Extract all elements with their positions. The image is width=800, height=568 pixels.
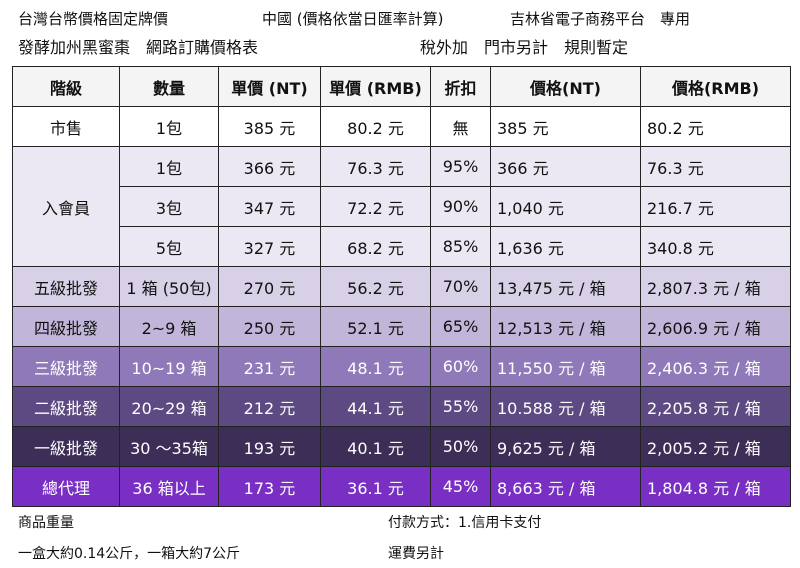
unit-nt-cell: 366 元 [219,147,321,187]
tier-cell: 三級批發 [13,347,120,387]
shipping-note: 運費另計 [388,543,444,563]
total-nt-cell: 12,513 元 / 箱 [491,307,641,347]
header-china-note: 中國 (價格依當日匯率計算) [262,8,443,29]
unit-nt-cell: 231 元 [219,347,321,387]
qty-cell: 1包 [120,147,219,187]
discount-cell: 65% [431,307,491,347]
tier-cell: 一級批發 [13,427,120,467]
col-header-unit-nt: 單價 (NT) [219,67,321,107]
unit-rmb-cell: 36.1 元 [321,467,431,507]
total-rmb-cell: 2,005.2 元 / 箱 [641,427,791,467]
price-table: 階級 數量 單價 (NT) 單價 (RMB) 折扣 價格(NT) 價格(RMB)… [12,66,791,507]
total-rmb-cell: 216.7 元 [641,187,791,227]
header-price-note: 台灣台幣價格固定牌價 [18,8,168,29]
unit-nt-cell: 212 元 [219,387,321,427]
discount-cell: 90% [431,187,491,227]
total-nt-cell: 10.588 元 / 箱 [491,387,641,427]
qty-cell: 3包 [120,187,219,227]
unit-nt-cell: 327 元 [219,227,321,267]
tier-cell: 四級批發 [13,307,120,347]
table-row: 3包 347 元 72.2 元 90% 1,040 元 216.7 元 [13,187,791,227]
total-nt-cell: 9,625 元 / 箱 [491,427,641,467]
discount-cell: 85% [431,227,491,267]
table-row: 市售 1包 385 元 80.2 元無 385 元 80.2 元 [13,107,791,147]
payment-method: 付款方式：1.信用卡支付 [388,512,541,532]
tier-cell: 入會員 [13,147,120,267]
unit-rmb-cell: 40.1 元 [321,427,431,467]
total-rmb-cell: 2,205.8 元 / 箱 [641,387,791,427]
qty-cell: 10~19 箱 [120,347,219,387]
table-row: 入會員 1包 366 元 76.3 元 95% 366 元 76.3 元 [13,147,791,187]
total-nt-cell: 13,475 元 / 箱 [491,267,641,307]
discount-cell: 55% [431,387,491,427]
unit-rmb-cell: 76.3 元 [321,147,431,187]
table-row: 一級批發 30 ～35箱 193 元 40.1 元 50% 9,625 元 / 箱 2,00… [13,427,791,467]
total-rmb-cell: 2,406.3 元 / 箱 [641,347,791,387]
unit-nt-cell: 270 元 [219,267,321,307]
unit-rmb-cell: 72.2 元 [321,187,431,227]
unit-rmb-cell: 52.1 元 [321,307,431,347]
unit-nt-cell: 193 元 [219,427,321,467]
unit-rmb-cell: 56.2 元 [321,267,431,307]
total-rmb-cell: 76.3 元 [641,147,791,187]
tier-cell: 總代理 [13,467,120,507]
price-table-body: 市售 1包 385 元 80.2 元無 385 元 80.2 元入會員 1包 366 元 76.… [13,107,791,507]
table-row: 5包 327 元 68.2 元 85% 1,636 元 340.8 元 [13,227,791,267]
unit-nt-cell: 173 元 [219,467,321,507]
total-rmb-cell: 340.8 元 [641,227,791,267]
qty-cell: 36 箱以上 [120,467,219,507]
qty-cell: 20~29 箱 [120,387,219,427]
total-rmb-cell: 80.2 元 [641,107,791,147]
unit-nt-cell: 347 元 [219,187,321,227]
discount-cell: 70% [431,267,491,307]
total-nt-cell: 1,636 元 [491,227,641,267]
col-header-qty: 數量 [120,67,219,107]
unit-nt-cell: 385 元 [219,107,321,147]
tier-cell: 市售 [13,107,120,147]
table-row: 二級批發 20~29 箱 212 元 44.1 元 55% 10.588 元 / 箱 2,2… [13,387,791,427]
tier-cell: 二級批發 [13,387,120,427]
col-header-total-rmb: 價格(RMB) [641,67,791,107]
unit-nt-cell: 250 元 [219,307,321,347]
qty-cell: 2~9 箱 [120,307,219,347]
qty-cell: 5包 [120,227,219,267]
qty-cell: 30 ～35箱 [120,427,219,467]
total-nt-cell: 8,663 元 / 箱 [491,467,641,507]
unit-rmb-cell: 48.1 元 [321,347,431,387]
discount-cell: 95% [431,147,491,187]
qty-cell: 1包 [120,107,219,147]
qty-cell: 1 箱 (50包) [120,267,219,307]
tier-cell: 五級批發 [13,267,120,307]
discount-cell: 無 [431,107,491,147]
table-row: 總代理 36 箱以上 173 元 36.1 元 45% 8,663 元 / 箱 1,804.… [13,467,791,507]
weight-label: 商品重量 [18,512,74,532]
col-header-unit-rmb: 單價 (RMB) [321,67,431,107]
weight-value: 一盒大約0.14公斤，一箱大約7公斤 [18,543,240,563]
discount-cell: 45% [431,467,491,507]
header-platform-note: 吉林省電子商務平台 專用 [510,8,690,29]
total-nt-cell: 366 元 [491,147,641,187]
table-row: 四級批發 2~9 箱 250 元 52.1 元 65% 12,513 元 / 箱 2,606… [13,307,791,347]
page-title: 發酵加州黑蜜棗 網路訂購價格表 [18,34,258,58]
discount-cell: 50% [431,427,491,467]
table-header-row: 階級 數量 單價 (NT) 單價 (RMB) 折扣 價格(NT) 價格(RMB) [13,67,791,107]
col-header-discount: 折扣 [431,67,491,107]
tax-note: 稅外加 門市另計 規則暫定 [420,34,628,58]
unit-rmb-cell: 68.2 元 [321,227,431,267]
total-rmb-cell: 2,606.9 元 / 箱 [641,307,791,347]
total-nt-cell: 1,040 元 [491,187,641,227]
unit-rmb-cell: 80.2 元 [321,107,431,147]
col-header-total-nt: 價格(NT) [491,67,641,107]
unit-rmb-cell: 44.1 元 [321,387,431,427]
total-rmb-cell: 1,804.8 元 / 箱 [641,467,791,507]
col-header-tier: 階級 [13,67,120,107]
total-rmb-cell: 2,807.3 元 / 箱 [641,267,791,307]
discount-cell: 60% [431,347,491,387]
total-nt-cell: 11,550 元 / 箱 [491,347,641,387]
total-nt-cell: 385 元 [491,107,641,147]
table-row: 三級批發 10~19 箱 231 元 48.1 元 60% 11,550 元 / 箱 2,4… [13,347,791,387]
